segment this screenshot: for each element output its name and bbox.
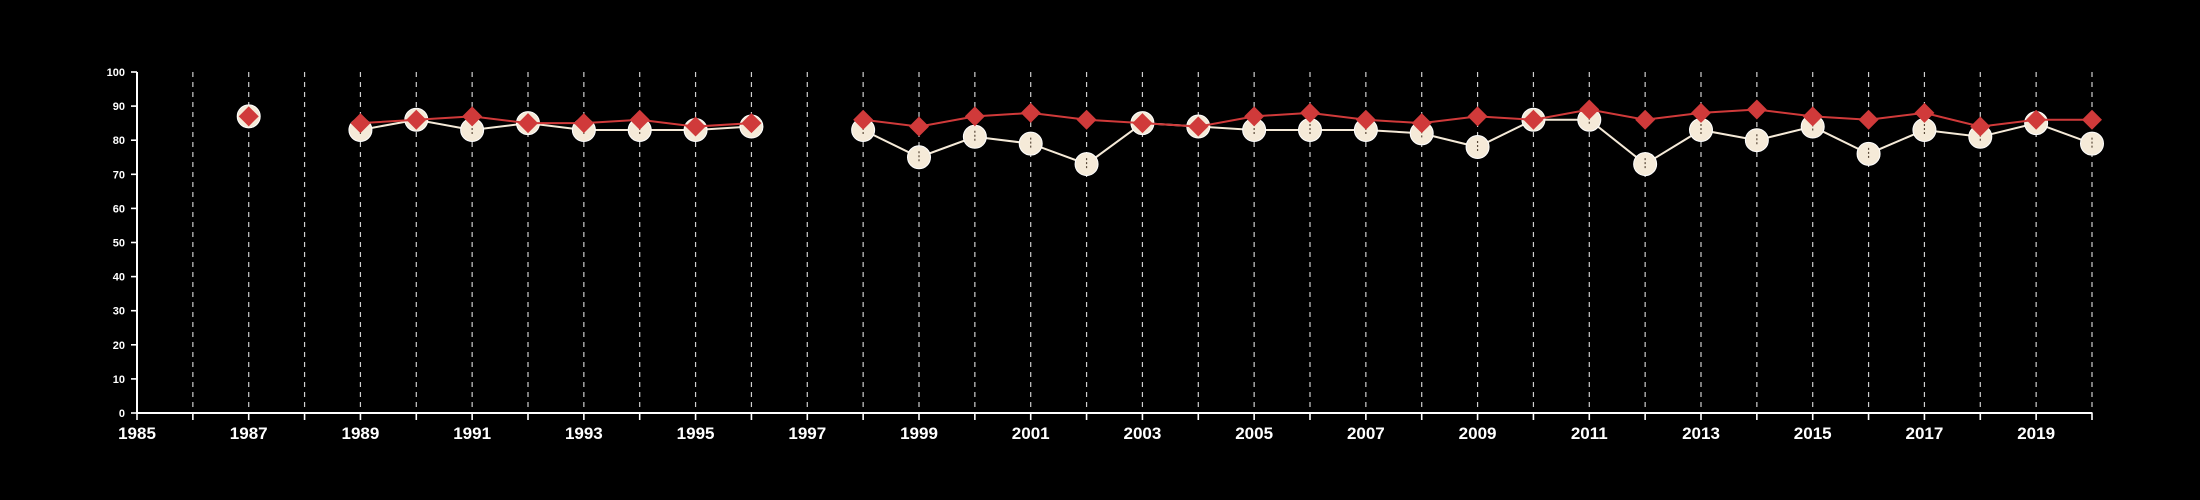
y-tick-label-50: 50 xyxy=(113,238,125,250)
point-diamond-2014 xyxy=(1746,99,1767,120)
point-diamond-2002 xyxy=(1076,109,1097,130)
point-diamond-2013 xyxy=(1691,102,1711,123)
point-diamond-2017 xyxy=(1914,102,1935,123)
point-diamond-2016 xyxy=(1858,109,1879,130)
point-diamond-2006 xyxy=(1300,102,1320,123)
y-tick-label-80: 80 xyxy=(113,135,125,147)
x-tick-label-2013: 2013 xyxy=(1682,424,1720,443)
y-tick-label-60: 60 xyxy=(113,203,125,215)
point-diamond-1987 xyxy=(238,106,259,127)
point-diamond-2015 xyxy=(1802,106,1823,127)
x-tick-label-2007: 2007 xyxy=(1347,424,1385,443)
x-tick-label-1995: 1995 xyxy=(677,424,715,443)
y-tick-label-40: 40 xyxy=(113,272,125,284)
point-diamond-2011 xyxy=(1579,99,1600,120)
point-diamond-1994 xyxy=(629,109,650,130)
x-tick-label-1997: 1997 xyxy=(788,424,826,443)
x-tick-label-1999: 1999 xyxy=(900,424,938,443)
y-tick-label-10: 10 xyxy=(113,374,125,386)
point-diamond-1991 xyxy=(462,106,483,127)
point-diamond-2000 xyxy=(964,106,985,127)
point-diamond-2001 xyxy=(1020,102,1041,123)
point-diamond-2004 xyxy=(1188,116,1209,137)
x-tick-label-2005: 2005 xyxy=(1235,424,1273,443)
point-diamond-2005 xyxy=(1244,106,1265,127)
x-tick-label-1991: 1991 xyxy=(453,424,491,443)
y-tick-label-100: 100 xyxy=(107,67,125,79)
series-1-diamond xyxy=(238,99,2102,137)
x-tick-label-2009: 2009 xyxy=(1459,424,1497,443)
x-tick-label-2019: 2019 xyxy=(2017,424,2055,443)
point-diamond-2007 xyxy=(1355,109,1376,130)
point-diamond-1990 xyxy=(406,109,427,130)
x-tick-label-2015: 2015 xyxy=(1794,424,1832,443)
y-tick-label-30: 30 xyxy=(113,306,125,318)
x-tick-label-2001: 2001 xyxy=(1012,424,1050,443)
x-tick-label-1987: 1987 xyxy=(230,424,268,443)
series-0-circle xyxy=(236,104,2104,177)
point-diamond-1999 xyxy=(909,116,929,137)
point-diamond-1993 xyxy=(573,113,594,134)
point-diamond-2010 xyxy=(1523,109,1544,130)
point-diamond-1989 xyxy=(350,113,371,134)
point-diamond-1995 xyxy=(685,116,706,137)
grid-lines xyxy=(192,72,2093,413)
point-diamond-2012 xyxy=(1635,109,1656,130)
x-tick-label-2011: 2011 xyxy=(1571,424,1608,443)
point-diamond-2008 xyxy=(1411,113,1432,134)
x-tick-label-1989: 1989 xyxy=(342,424,380,443)
data-series xyxy=(236,99,2104,177)
y-tick-label-20: 20 xyxy=(113,340,125,352)
point-diamond-1992 xyxy=(518,113,538,134)
x-tick-label-1993: 1993 xyxy=(565,424,603,443)
x-tick-label-2003: 2003 xyxy=(1124,424,1162,443)
y-tick-label-70: 70 xyxy=(113,169,125,181)
point-diamond-2020 xyxy=(2082,109,2102,130)
point-diamond-1996 xyxy=(741,113,762,134)
axes: 1985 1987 1989 1991 1993 1995 1997 1999 2001 2003… xyxy=(107,67,2093,443)
point-diamond-2018 xyxy=(1970,116,1991,137)
point-diamond-2009 xyxy=(1467,106,1488,127)
y-tick-label-0: 0 xyxy=(119,408,125,420)
point-diamond-2019 xyxy=(2026,109,2047,130)
x-tick-label-1985: 1985 xyxy=(118,424,156,443)
point-diamond-1998 xyxy=(853,109,874,130)
point-diamond-2003 xyxy=(1132,113,1153,134)
x-tick-label-2017: 2017 xyxy=(1906,424,1944,443)
y-tick-label-90: 90 xyxy=(113,101,125,113)
